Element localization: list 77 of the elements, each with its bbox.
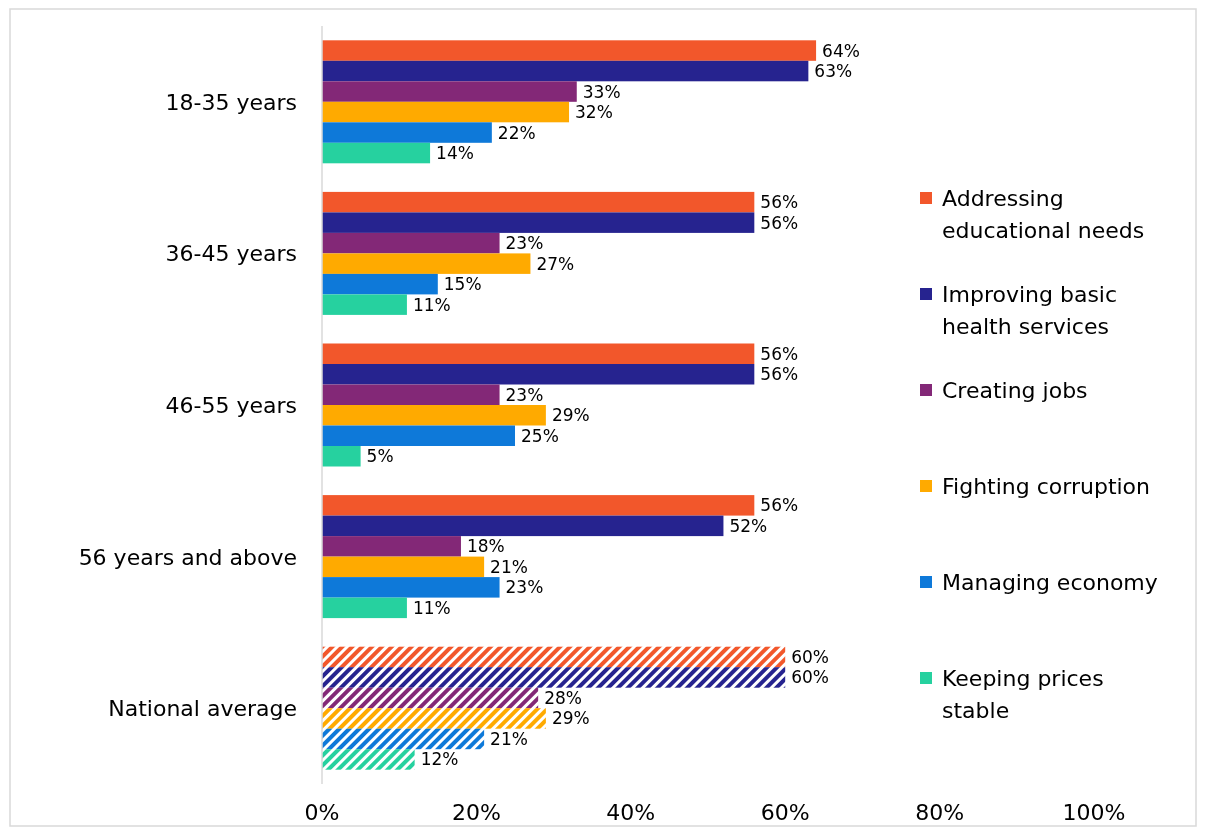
bar [322,40,817,61]
y-tick-label: 56 years and above [78,544,297,570]
data-label: 23% [505,577,544,598]
bar [322,273,438,295]
y-tick-label: 36-45 years [165,240,297,266]
bar [322,646,786,668]
legend-label: Keeping prices stable [942,665,1104,723]
data-label: 28% [544,687,582,708]
bar [322,405,546,426]
bar [322,101,570,123]
data-label: 22% [497,122,536,143]
data-label: 27% [536,253,575,274]
bar [322,708,546,729]
bar [322,728,485,750]
x-tick-label: 100% [1062,800,1126,825]
data-label: 29% [551,405,590,426]
data-label: 11% [412,294,451,315]
bar [322,364,755,385]
bar [322,294,407,315]
bar [322,384,500,405]
x-tick-label: 60% [760,800,810,825]
bar [322,191,755,213]
data-label: 33% [582,81,621,102]
legend-label: Creating jobs [942,377,1088,403]
data-label: 52% [729,515,768,536]
data-label: 56% [760,192,799,213]
data-label: 11% [412,597,451,618]
data-label: 63% [814,61,853,82]
bar [322,687,539,709]
legend-label: Addressing educational needs [942,185,1145,243]
x-tick-label: 40% [606,800,656,825]
y-tick-label: National average [108,695,297,721]
data-label: 56% [760,364,799,385]
y-tick-label: 18-35 years [165,89,297,115]
bar [322,212,755,233]
data-label: 56% [760,495,799,516]
bar [322,749,415,770]
data-label: 21% [490,728,528,749]
data-label: 5% [366,446,394,467]
data-label: 56% [760,212,799,233]
data-label: 60% [791,646,829,667]
bar [322,597,407,619]
data-label: 12% [420,749,459,770]
x-tick-label: 0% [304,800,340,825]
bar [322,536,461,557]
y-tick-label: 46-55 years [165,392,297,418]
bar [322,515,724,537]
data-label: 60% [791,667,829,688]
data-label: 56% [760,343,799,364]
bar [322,577,500,598]
data-label: 25% [521,425,559,446]
bar [322,232,500,254]
x-tick-label: 80% [915,800,965,825]
bar [322,667,786,688]
bar [322,446,361,467]
data-label: 64% [822,40,860,61]
legend-label: Managing economy [942,569,1158,595]
data-label: 23% [505,384,544,405]
bar [322,60,809,82]
bar [322,81,577,102]
bar [322,495,755,516]
data-label: 18% [466,536,505,557]
bar [322,425,515,446]
data-label: 23% [505,233,544,254]
data-label: 21% [490,556,528,577]
bar [322,343,755,364]
data-label: 29% [551,708,590,729]
legend-label: Improving basic health services [942,281,1118,339]
x-tick-label: 20% [451,800,501,825]
bar [322,122,492,143]
bar [322,142,431,164]
bar [322,556,485,578]
legend-label: Fighting corruption [942,473,1151,499]
data-label: 32% [575,102,613,123]
data-label: 15% [443,274,482,295]
bar [322,253,531,274]
data-label: 14% [436,143,474,164]
